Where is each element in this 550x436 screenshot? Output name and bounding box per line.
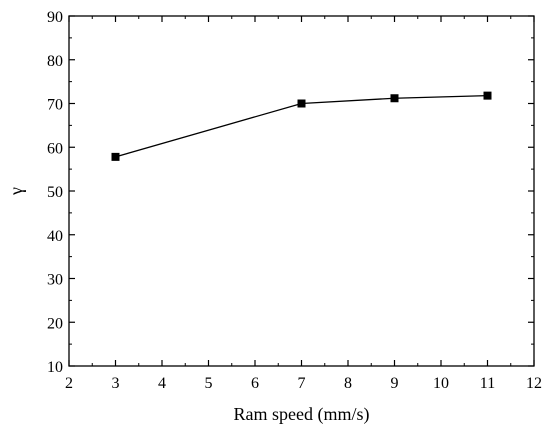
x-tick-label: 7: [298, 375, 306, 392]
y-tick-label: 20: [47, 315, 63, 332]
plot-frame: [68, 15, 535, 367]
y-tick-label: 80: [47, 53, 63, 70]
x-tick-label: 10: [433, 375, 449, 392]
y-tick-label: 50: [47, 184, 63, 201]
x-tick-label: 3: [112, 375, 120, 392]
y-axis-title: γ: [6, 187, 26, 196]
x-tick-label: 5: [205, 375, 213, 392]
y-tick-label: 70: [47, 97, 63, 114]
axis-ticks: [68, 15, 535, 367]
tick-labels: 2 3 4 5 6 7 8 9 10 11 12 10 20 30 40 50 60 70 80 90: [47, 9, 542, 392]
x-tick-label: 8: [344, 375, 352, 392]
x-tick-label: 9: [391, 375, 399, 392]
x-tick-label: 6: [251, 375, 259, 392]
data-point: [111, 152, 120, 161]
y-tick-label: 30: [47, 272, 63, 289]
data-point: [483, 91, 492, 100]
x-tick-label: 12: [526, 375, 542, 392]
series-line: [115, 94, 488, 158]
x-tick-label: 11: [480, 375, 495, 392]
y-tick-label: 40: [47, 228, 63, 245]
y-tick-label: 60: [47, 140, 63, 157]
x-tick-label: 2: [65, 375, 73, 392]
x-tick-label: 4: [158, 375, 166, 392]
y-tick-label: 10: [47, 359, 63, 376]
series-group: [111, 91, 492, 161]
x-axis-title: Ram speed (mm/s): [234, 404, 370, 425]
data-point: [297, 99, 306, 108]
data-point: [390, 94, 399, 103]
y-tick-label: 90: [47, 9, 63, 26]
